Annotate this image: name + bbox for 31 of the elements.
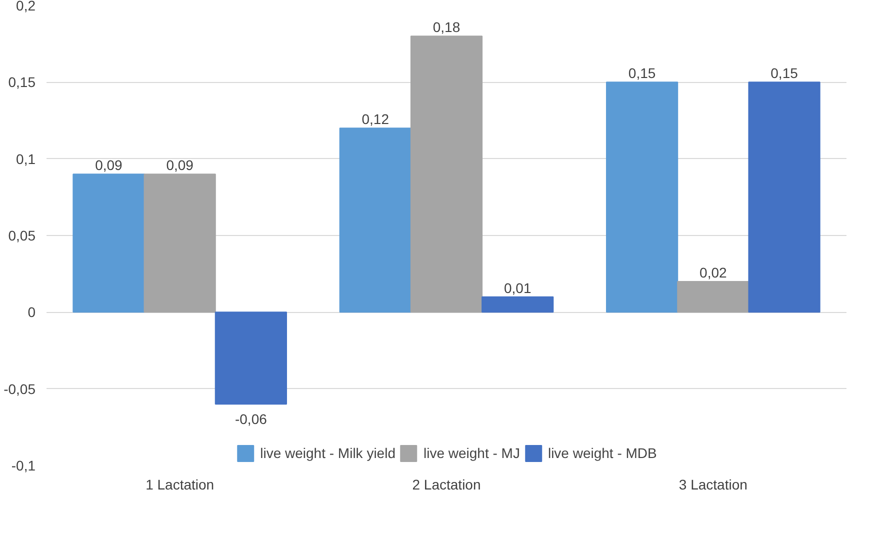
x-tick-label: 1 Lactation (146, 476, 214, 492)
data-label: 0,02 (700, 264, 728, 280)
bar (144, 174, 216, 313)
bar (482, 296, 554, 313)
y-tick-label: -0,1 (11, 458, 36, 474)
data-label: 0,18 (432, 19, 460, 36)
y-tick-label: 0 (28, 304, 36, 320)
legend-label: live weight - MDB (548, 445, 657, 461)
data-label: -0,06 (234, 411, 268, 428)
y-tick-label: 0,05 (8, 228, 36, 244)
legend-label: live weight - MJ (423, 445, 520, 461)
y-tick-label: 0,15 (8, 74, 36, 90)
bar (339, 128, 412, 313)
y-tick-label: -0,05 (4, 380, 36, 397)
legend-label: live weight - Milk yield (260, 445, 396, 461)
bar (606, 82, 678, 313)
data-label: 0,09 (166, 157, 194, 174)
y-tick-label: 0,2 (16, 0, 36, 14)
data-label: 0,01 (504, 280, 532, 296)
x-tick-label: 3 Lactation (678, 476, 748, 492)
x-tick-label: 2 Lactation (412, 476, 481, 492)
data-label: 0,15 (770, 65, 798, 82)
bar (748, 82, 820, 313)
bar (214, 312, 287, 405)
bar (677, 281, 750, 313)
bar (72, 174, 145, 313)
data-label: 0,15 (628, 65, 656, 82)
bar (410, 36, 483, 313)
data-label: 0,12 (362, 111, 390, 128)
y-tick-label: 0,1 (16, 150, 36, 167)
data-label: 0,09 (95, 157, 123, 174)
